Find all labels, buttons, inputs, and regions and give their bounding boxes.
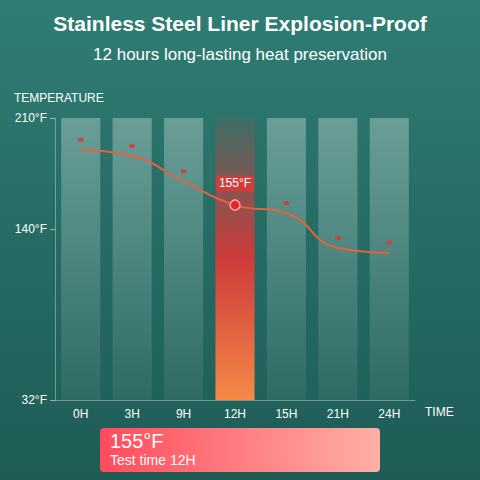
svg-text:TIME: TIME — [425, 405, 454, 419]
svg-text:Test time 12H: Test time 12H — [110, 452, 196, 468]
svg-text:155°F: 155°F — [219, 176, 251, 190]
svg-text:9H: 9H — [176, 407, 191, 421]
svg-text:155°F: 155°F — [110, 430, 164, 452]
svg-text:21H: 21H — [327, 407, 349, 421]
svg-text:32°F: 32°F — [22, 393, 47, 407]
svg-text:210°F: 210°F — [15, 111, 47, 125]
svg-text:3H: 3H — [124, 407, 139, 421]
svg-text:15H: 15H — [275, 407, 297, 421]
svg-text:Stainless Steel Liner Explosio: Stainless Steel Liner Explosion-Proof — [53, 12, 427, 35]
svg-text:12 hours long-lasting heat pre: 12 hours long-lasting heat preservation — [93, 45, 387, 64]
svg-text:TEMPERATURE: TEMPERATURE — [14, 91, 104, 105]
svg-text:0H: 0H — [73, 407, 88, 421]
svg-text:12H: 12H — [224, 407, 246, 421]
svg-text:140°F: 140°F — [15, 222, 47, 236]
svg-text:24H: 24H — [378, 407, 400, 421]
